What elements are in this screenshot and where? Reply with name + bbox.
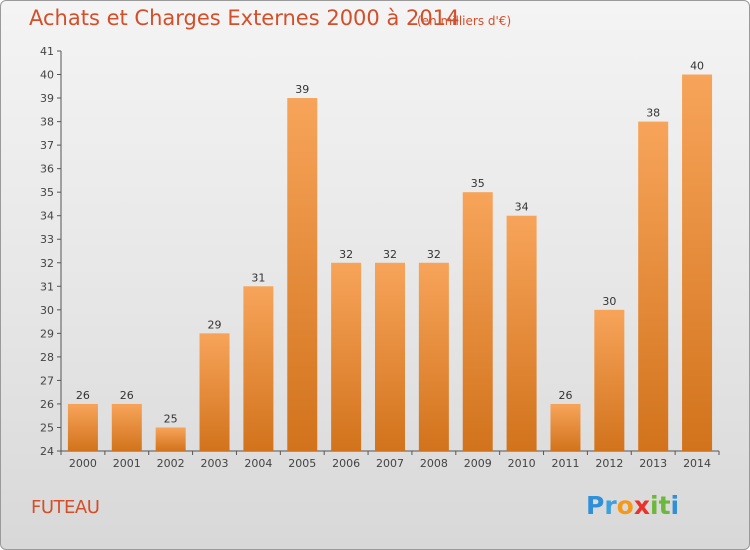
x-tick-label: 2004 [244,457,272,470]
y-tick-label: 41 [40,45,54,58]
bar [375,262,405,451]
y-tick-label: 36 [40,163,54,176]
x-tick-label: 2013 [639,457,667,470]
bar-value-label: 26 [120,389,134,402]
y-tick-label: 34 [40,210,54,223]
bar [594,309,625,451]
y-tick-label: 33 [40,233,54,246]
x-tick-label: 2003 [201,457,229,470]
bar [199,333,230,451]
bar-value-label: 35 [471,177,485,190]
bar [506,215,537,451]
x-tick-label: 2002 [157,457,185,470]
bar-value-label: 40 [690,60,704,73]
x-tick-label: 2010 [508,457,536,470]
chart-subtitle: (en milliers d'€) [417,14,512,28]
y-tick-label: 35 [40,186,54,199]
y-tick-label: 29 [40,327,54,340]
proxiti-logo: Proxiti [586,491,680,520]
bar-value-label: 32 [383,248,397,261]
town-name: FUTEAU [31,497,100,518]
bar [67,403,98,451]
y-tick-label: 25 [40,421,54,434]
x-tick-label: 2007 [376,457,404,470]
y-tick-label: 24 [40,445,54,458]
y-tick-label: 26 [40,398,54,411]
y-tick-label: 28 [40,351,54,364]
x-tick-label: 2009 [464,457,492,470]
bar-value-label: 32 [339,248,353,261]
y-tick-label: 31 [40,280,54,293]
x-tick-label: 2014 [683,457,711,470]
bar-value-label: 39 [295,83,309,96]
bar [550,403,581,451]
bar-value-label: 26 [76,389,90,402]
bar-value-label: 32 [427,248,441,261]
bar [331,262,362,451]
y-tick-label: 27 [40,374,54,387]
bar [243,286,274,451]
y-tick-label: 32 [40,257,54,270]
bar [111,403,142,451]
bar [418,262,449,451]
x-tick-label: 2001 [113,457,141,470]
bar-value-label: 30 [602,295,616,308]
bar-value-label: 25 [164,412,178,425]
bars: 26 26 25 29 31 39 32 32 32 35 34 26 30 38 40 [67,60,713,452]
x-tick-label: 2006 [332,457,360,470]
x-tick-label: 2012 [595,457,623,470]
bar-value-label: 34 [515,201,529,214]
bar [155,427,186,451]
x-tick-label: 2011 [551,457,579,470]
bar [682,74,713,451]
bar [638,121,669,452]
bar-value-label: 26 [558,389,572,402]
y-tick-label: 40 [40,69,54,82]
bar-value-label: 31 [251,271,265,284]
bar-value-label: 38 [646,107,660,120]
y-tick-label: 30 [40,304,54,317]
y-tick-label: 39 [40,92,54,105]
axes: 24 25 26 27 28 29 30 31 32 33 34 35 36 37 38 39 40 41 2000… [40,45,720,470]
x-tick-label: 2008 [420,457,448,470]
bar [287,98,318,451]
x-tick-label: 2005 [288,457,316,470]
y-tick-label: 37 [40,139,54,152]
bar-value-label: 29 [208,318,222,331]
x-tick-label: 2000 [69,457,97,470]
bar [462,192,493,452]
y-tick-label: 38 [40,116,54,129]
chart-title: Achats et Charges Externes 2000 à 2014 [29,6,460,30]
